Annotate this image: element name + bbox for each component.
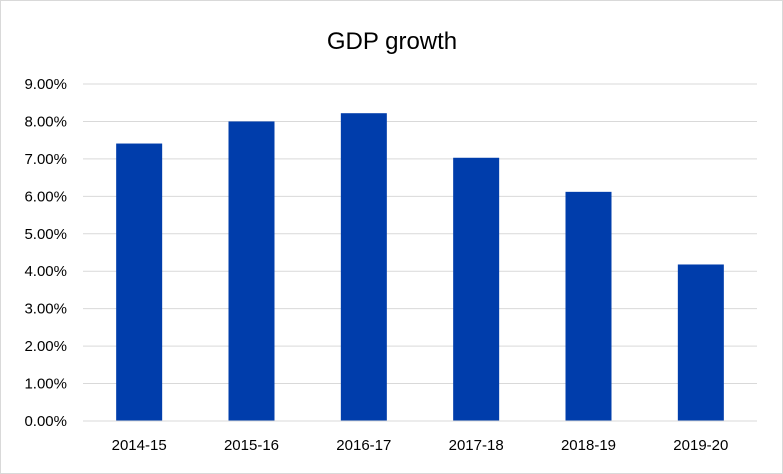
y-tick-label: 7.00% [24, 151, 67, 168]
bar [116, 143, 163, 421]
bar [677, 264, 724, 421]
gridlines [83, 83, 757, 385]
chart-title: GDP growth [327, 28, 457, 55]
y-axis-ticks: 0.00% 1.00% 2.00% 3.00% 4.00% 5.00% 6.00% 7.00%… [24, 76, 67, 430]
x-axis-ticks: 2014-15 2015-16 2016-17 2017-18 2018-19 2019-… [112, 437, 729, 454]
x-tick-label: 2014-15 [112, 437, 167, 454]
bar [340, 113, 387, 421]
x-tick-label: 2019-20 [673, 437, 728, 454]
x-tick-label: 2015-16 [224, 437, 279, 454]
bar [453, 157, 500, 421]
y-tick-label: 8.00% [24, 113, 67, 130]
y-tick-label: 4.00% [24, 263, 67, 280]
bars [116, 113, 724, 421]
bar [565, 191, 612, 421]
y-tick-label: 6.00% [24, 188, 67, 205]
x-tick-label: 2017-18 [449, 437, 504, 454]
y-tick-label: 9.00% [24, 76, 67, 93]
bar [228, 121, 275, 421]
y-tick-label: 1.00% [24, 376, 67, 393]
y-tick-label: 3.00% [24, 301, 67, 318]
y-tick-label: 2.00% [24, 338, 67, 355]
x-tick-label: 2016-17 [336, 437, 391, 454]
y-tick-label: 5.00% [24, 226, 67, 243]
y-tick-label: 0.00% [24, 413, 67, 430]
x-tick-label: 2018-19 [561, 437, 616, 454]
